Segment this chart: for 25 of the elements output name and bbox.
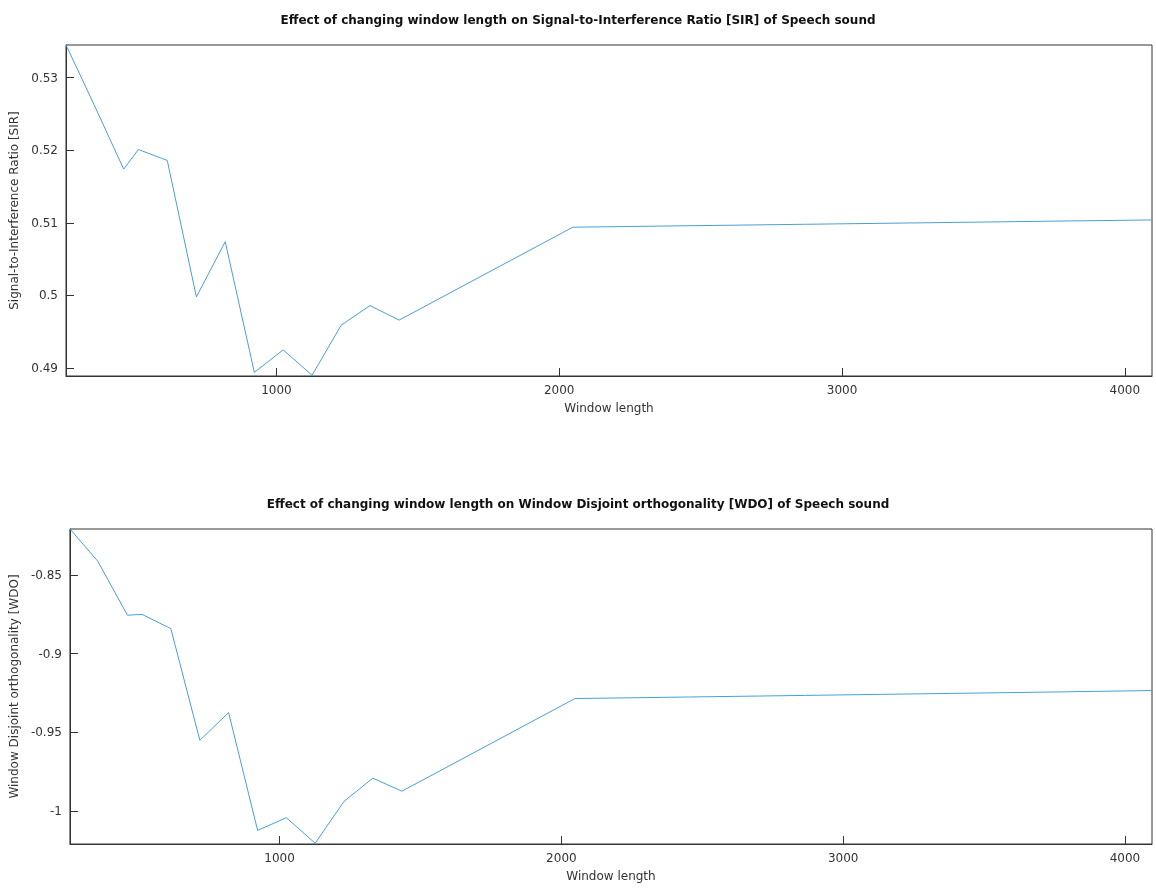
- x-tick-label: 3000: [826, 383, 858, 397]
- x-axis-title: Window length: [566, 869, 656, 883]
- y-tick-label: -0.95: [30, 725, 62, 740]
- x-axis-title: Window length: [564, 401, 654, 415]
- y-tick-label: 0.51: [31, 215, 58, 230]
- x-tick-label: 3000: [827, 851, 859, 865]
- chart-title: Effect of changing window length on Window Disjoint orthogonality [WDO] of Speech sound: [266, 497, 890, 511]
- y-tick-label: 0.5: [38, 288, 58, 303]
- y-axis-title: Window Disjoint orthogonality [WDO]: [7, 574, 21, 799]
- x-tick-label: 1000: [264, 851, 295, 865]
- y-tick-label: -1: [49, 804, 62, 819]
- chart-title: Effect of changing window length on Signal-to-Interference Ratio [SIR] of Speech sound: [280, 13, 876, 27]
- y-tick-label: 0.53: [31, 70, 58, 85]
- line-series: [69, 528, 1153, 844]
- x-tick-label: 2000: [543, 383, 575, 397]
- y-tick-label: -0.9: [38, 646, 62, 661]
- x-tick-label: 1000: [261, 383, 292, 397]
- y-tick-label: -0.85: [30, 567, 62, 582]
- y-tick-label: 0.52: [31, 143, 58, 158]
- x-tick-label: 2000: [546, 851, 577, 865]
- x-tick-label: 4000: [1109, 851, 1141, 865]
- y-axis-title: Signal-to-Interference Ratio [SIR]: [7, 111, 21, 310]
- x-tick-label: 4000: [1109, 383, 1141, 397]
- line-series: [65, 44, 1153, 376]
- y-tick-label: 0.49: [31, 361, 58, 376]
